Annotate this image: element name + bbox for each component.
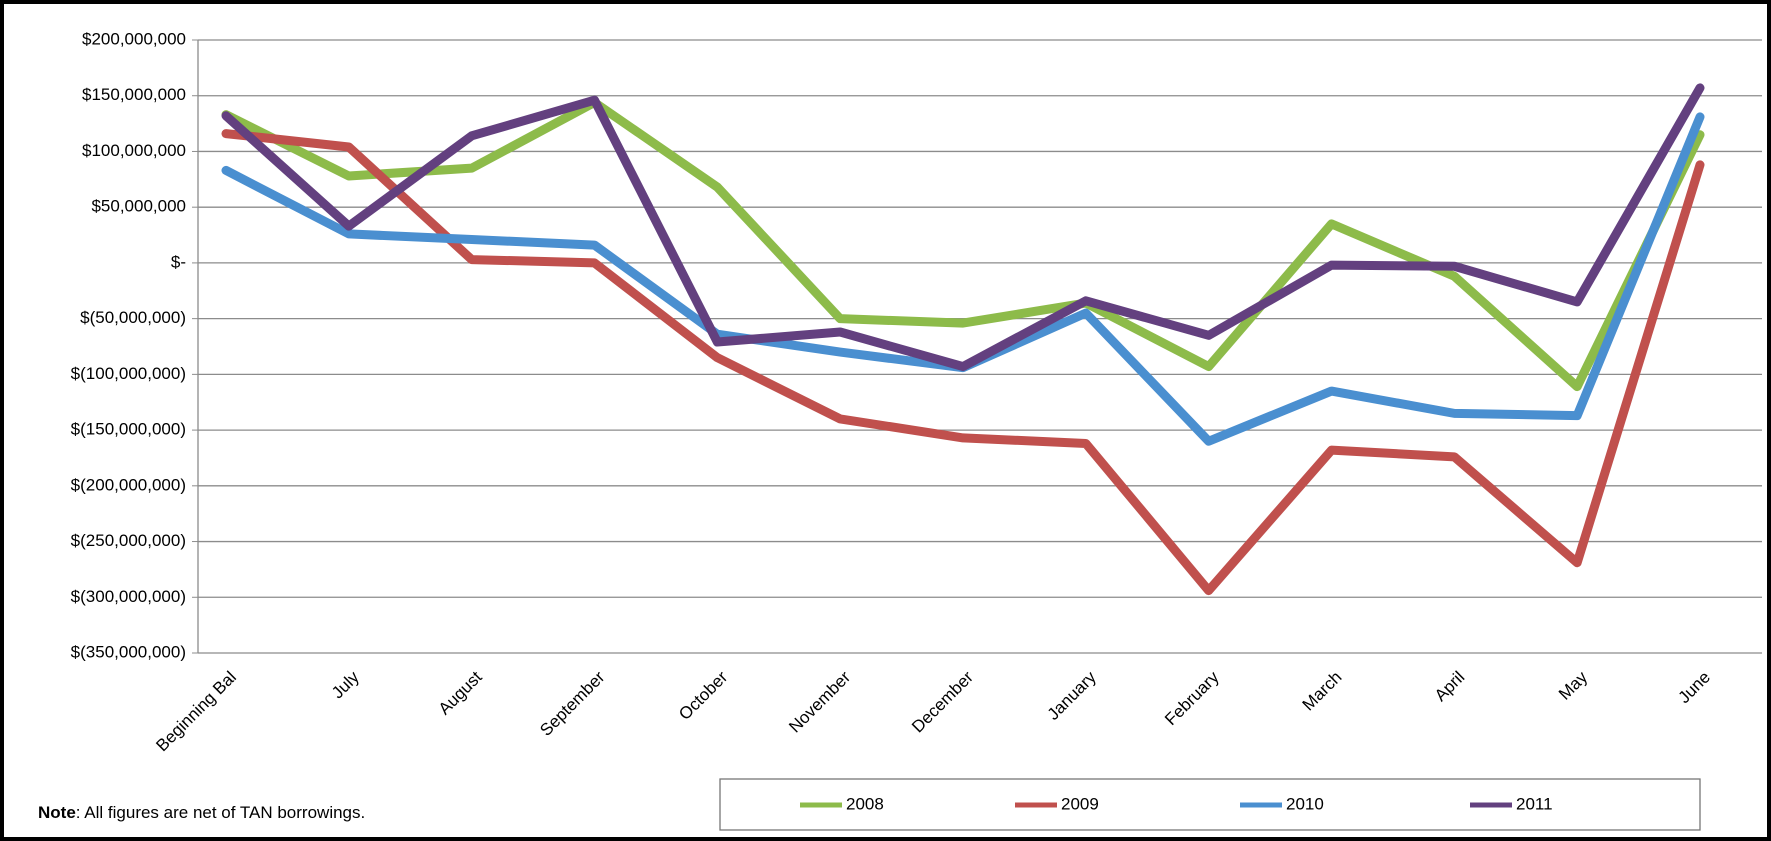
y-tick-label: $(250,000,000) [71, 531, 186, 550]
y-tick-label: $(300,000,000) [71, 587, 186, 606]
series-line [221, 129, 1705, 596]
legend-label: 2011 [1516, 794, 1553, 813]
y-tick-label: $(200,000,000) [71, 475, 186, 494]
y-tick-label: $(100,000,000) [71, 364, 186, 383]
y-tick-label: $- [171, 252, 186, 271]
series-line [221, 83, 1705, 372]
series-line [221, 97, 1705, 392]
legend-label: 2009 [1061, 794, 1099, 813]
legend-label: 2008 [846, 794, 884, 813]
y-tick-label: $200,000,000 [82, 29, 186, 48]
y-tick-label: $50,000,000 [91, 197, 186, 216]
y-tick-label: $(50,000,000) [80, 308, 186, 327]
note-text: : All figures are net of TAN borrowings. [76, 803, 365, 822]
legend-box [719, 778, 1701, 831]
y-tick-label: $(150,000,000) [71, 420, 186, 439]
y-tick-label: $(350,000,000) [71, 642, 186, 661]
y-tick-label: $100,000,000 [82, 141, 186, 160]
note: Note: All figures are net of TAN borrowi… [38, 803, 365, 822]
note-label: Note [38, 803, 76, 822]
legend-label: 2010 [1286, 794, 1324, 813]
y-tick-label: $150,000,000 [82, 85, 186, 104]
